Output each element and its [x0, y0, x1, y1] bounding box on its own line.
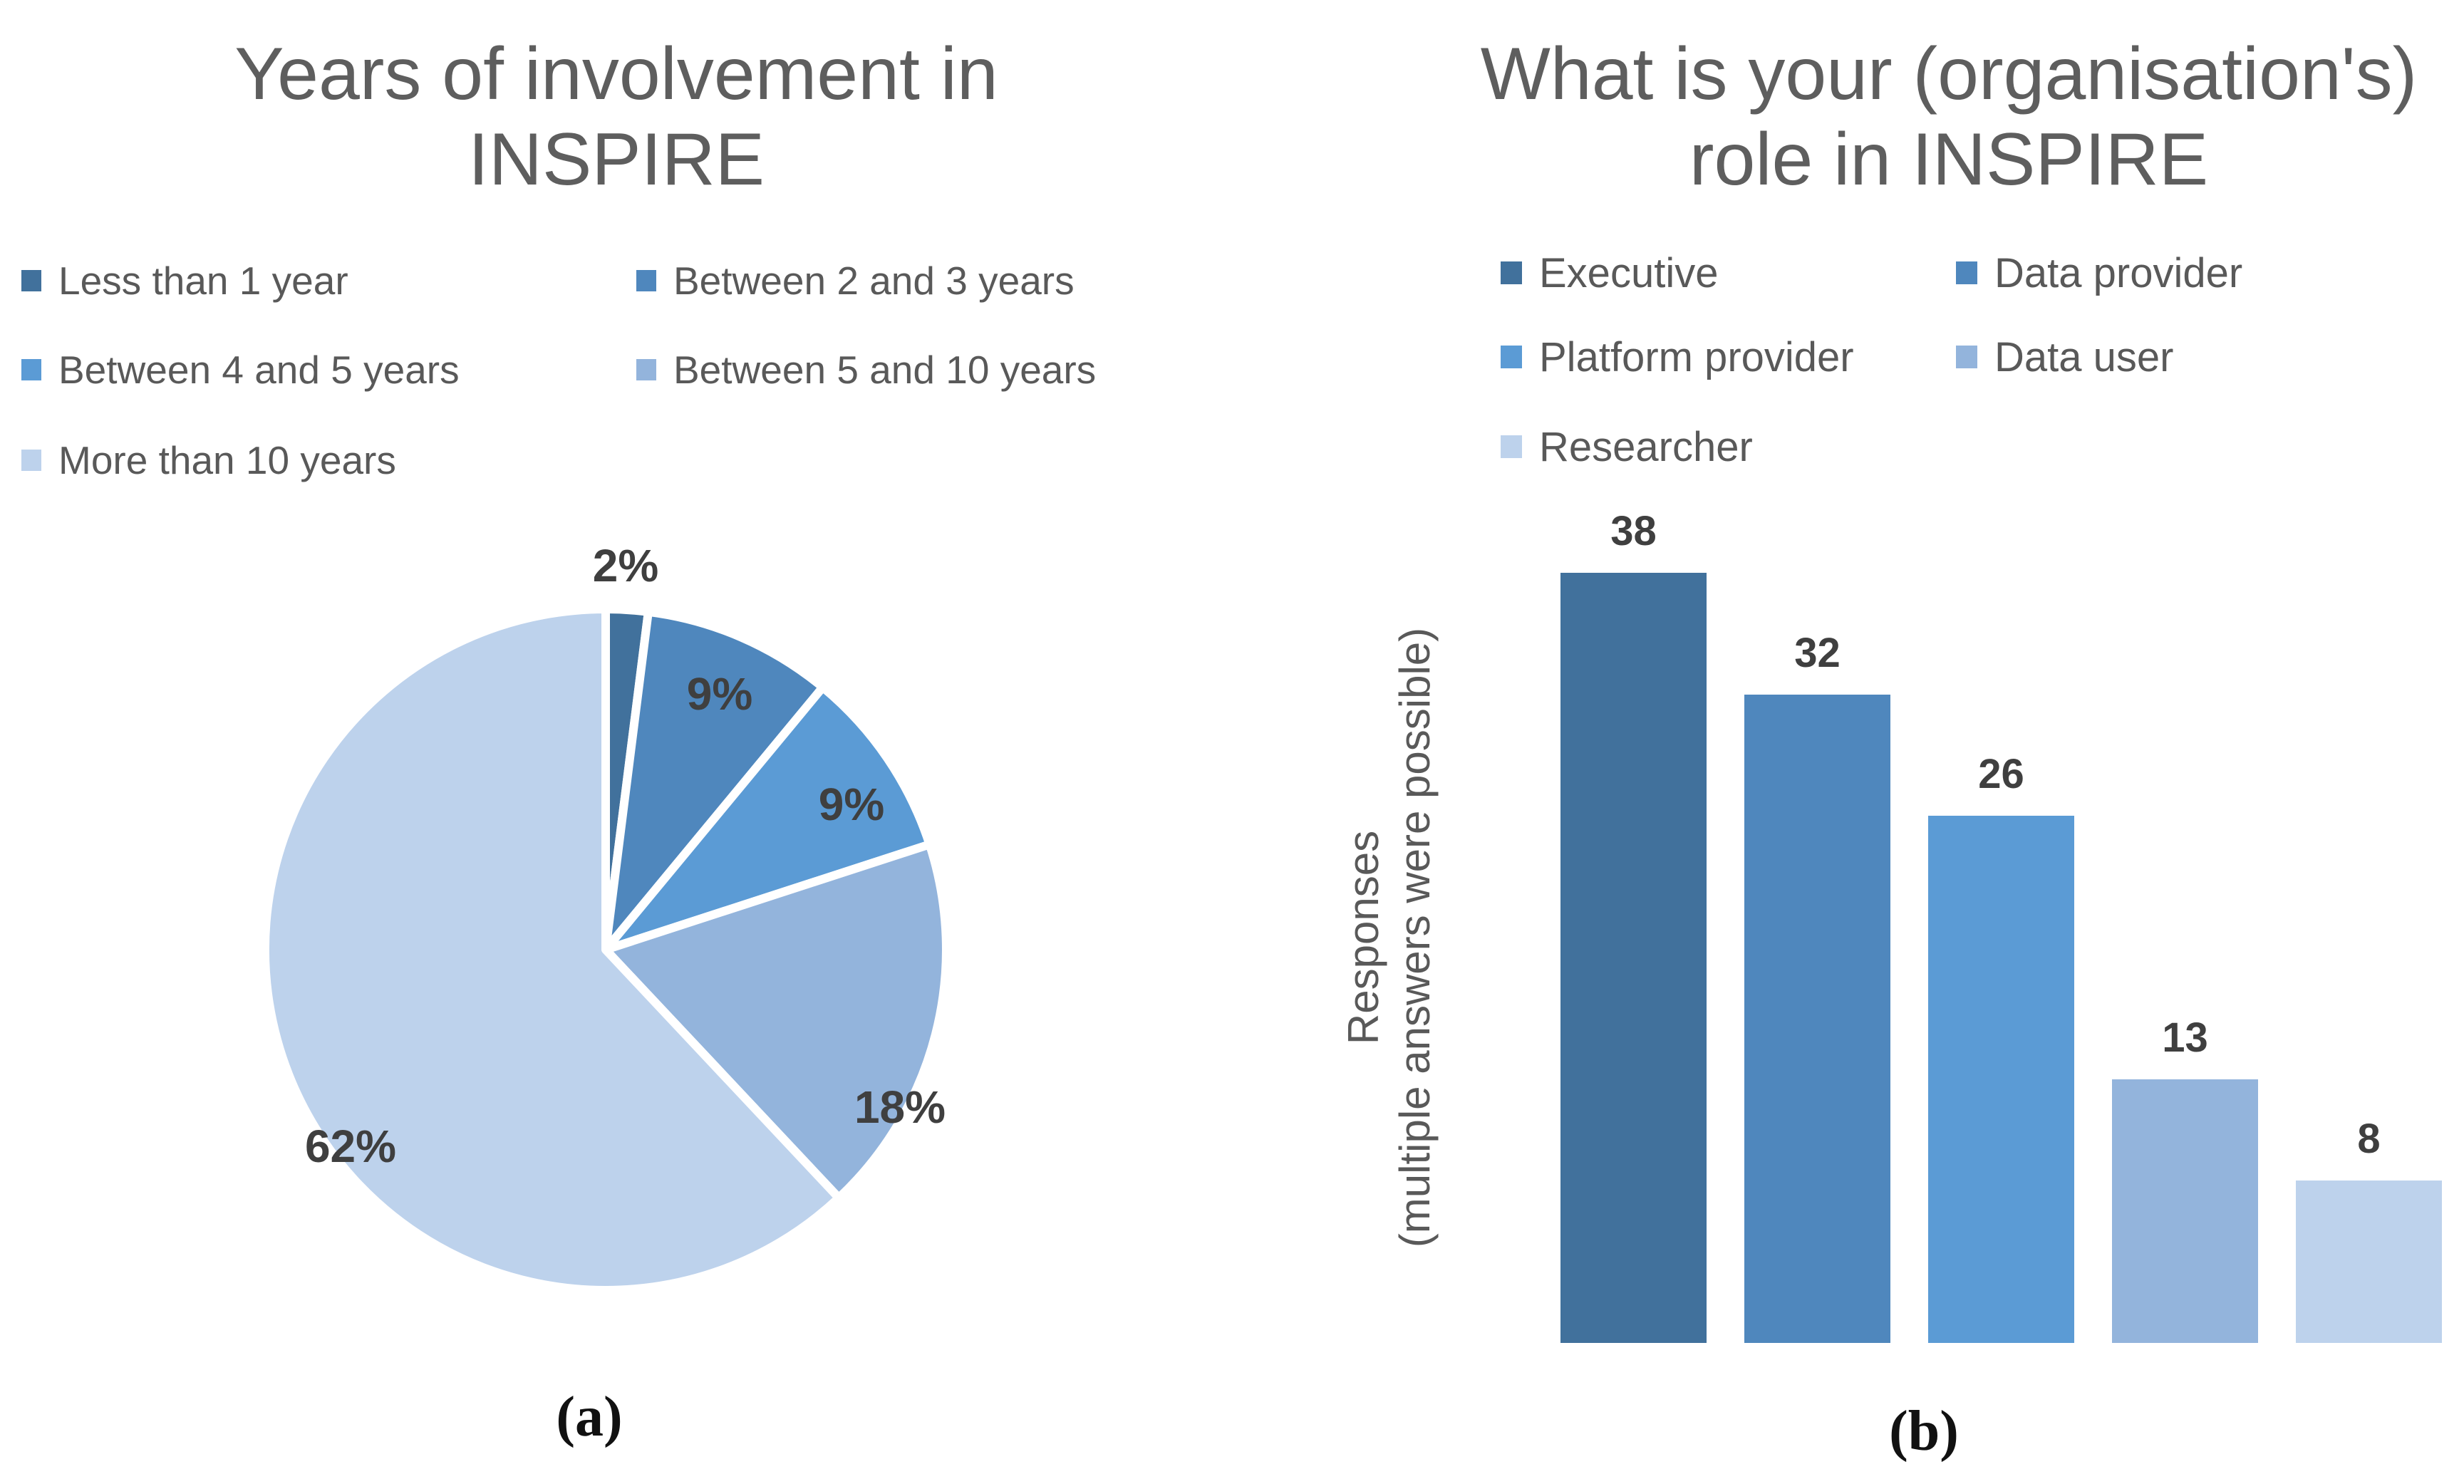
bar-executive	[1560, 573, 1707, 1343]
bar-legend-label: Platform provider	[1539, 333, 1854, 380]
bar-chart-title: What is your (organisation's) role in IN…	[1432, 31, 2464, 202]
bar-data-user	[2112, 1079, 2258, 1343]
legend-swatch-icon	[1501, 435, 1522, 458]
pie-legend-label: More than 10 years	[58, 438, 396, 482]
bar-platform-provider	[1928, 816, 2074, 1343]
pie-chart-title-line2: INSPIRE	[467, 118, 765, 201]
pie-slice-label: 9%	[818, 779, 885, 830]
bar-legend-item: Data user	[1956, 333, 2174, 380]
bar-chart-y-axis-title: Responses (multiple answers were possibl…	[1338, 510, 1441, 1365]
subfigure-caption-b: (b)	[1889, 1400, 1959, 1463]
bar-legend-item: Data provider	[1956, 249, 2243, 296]
bar-value-label: 26	[1978, 751, 2024, 797]
bar-value-label: 38	[1610, 508, 1657, 554]
bar-legend-label: Data user	[1994, 333, 2174, 380]
bar-legend-item: Executive	[1501, 249, 1719, 296]
pie-slice	[261, 605, 844, 1294]
pie-legend-item: Between 5 and 10 years	[636, 348, 1097, 392]
pie-slice	[601, 840, 951, 1203]
legend-swatch-icon	[636, 270, 656, 291]
pie-chart	[261, 605, 951, 1294]
y-axis-title-line1: Responses	[1340, 830, 1387, 1045]
pie-chart-title: Years of involvement in INSPIRE	[0, 31, 1233, 202]
legend-swatch-icon	[21, 450, 41, 471]
bar-value-label: 8	[2357, 1116, 2381, 1162]
bar-legend-item: Platform provider	[1501, 333, 1854, 380]
bar-value-label: 32	[1794, 630, 1841, 676]
pie-legend-item: More than 10 years	[21, 438, 396, 482]
pie-slice-label: 9%	[686, 668, 753, 720]
pie-legend-item: Between 4 and 5 years	[21, 348, 460, 392]
bar-chart-title-line2: role in INSPIRE	[1689, 118, 2209, 201]
legend-swatch-icon	[1501, 346, 1522, 368]
pie-slice-label: 18%	[854, 1081, 946, 1133]
legend-swatch-icon	[636, 359, 656, 380]
bar-legend-item: Researcher	[1501, 423, 1753, 470]
pie-legend-label: Between 4 and 5 years	[58, 348, 460, 392]
bar-legend-label: Researcher	[1539, 423, 1753, 470]
bar-legend-label: Data provider	[1994, 249, 2243, 296]
pie-legend-label: Less than 1 year	[58, 259, 348, 303]
legend-swatch-icon	[21, 359, 41, 380]
bar-chart-title-line1: What is your (organisation's)	[1480, 33, 2418, 115]
bar-data-provider	[1744, 695, 1890, 1343]
pie-legend-item: Less than 1 year	[21, 259, 348, 303]
legend-swatch-icon	[1956, 261, 1977, 284]
pie-legend-item: Between 2 and 3 years	[636, 259, 1075, 303]
pie-legend-label: Between 5 and 10 years	[673, 348, 1097, 392]
bar-researcher	[2296, 1181, 2442, 1343]
pie-slice-label: 62%	[304, 1121, 397, 1172]
subfigure-caption-a: (a)	[556, 1386, 623, 1448]
y-axis-title-line2: (multiple answers were possible)	[1391, 627, 1439, 1248]
pie-legend-label: Between 2 and 3 years	[673, 259, 1075, 303]
bar-legend-label: Executive	[1539, 249, 1719, 296]
pie-chart-title-line1: Years of involvement in	[234, 33, 998, 115]
legend-swatch-icon	[1956, 346, 1977, 368]
pie-slice-label: 2%	[592, 540, 659, 591]
pie-slice	[601, 683, 934, 954]
bar-value-label: 13	[2162, 1015, 2208, 1061]
legend-swatch-icon	[21, 270, 41, 291]
legend-swatch-icon	[1501, 261, 1522, 284]
pie-slice	[601, 607, 827, 954]
